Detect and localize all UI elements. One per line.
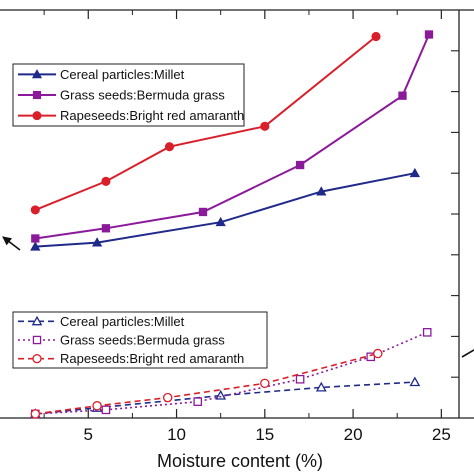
annotation-layer <box>2 236 474 358</box>
legend-label: Cereal particles:Millet <box>60 67 185 82</box>
data-point <box>162 392 173 403</box>
data-point <box>91 237 103 247</box>
legend-marker <box>31 69 43 79</box>
series-0 <box>30 167 421 251</box>
data-point <box>30 409 41 419</box>
data-point <box>260 378 270 389</box>
series-line <box>35 381 415 415</box>
legend-top-left: Cereal particles:Millet Grass seeds:Bermu… <box>12 63 245 127</box>
data-point <box>164 142 175 152</box>
annotation-arrow-left <box>2 236 21 251</box>
x-tick-label: 5 <box>84 425 93 444</box>
legend-label: Rapeseeds:Bright red amaranth <box>60 351 244 366</box>
data-point <box>409 167 421 178</box>
data-point <box>31 234 40 243</box>
x-tick-label: 25 <box>432 425 451 444</box>
data-point <box>101 176 111 186</box>
data-point <box>198 207 208 217</box>
series-5 <box>30 348 383 419</box>
data-point <box>373 348 383 359</box>
legend-label: Grass seeds:Bermuda grass <box>60 333 225 348</box>
data-point <box>295 374 305 384</box>
annotation-arrow-right <box>461 349 474 358</box>
legend-label: Grass seeds:Bermuda grass <box>60 88 225 103</box>
series-line <box>35 331 428 415</box>
x-tick-label: 20 <box>344 425 363 444</box>
x-axis-label: Moisture content (%) <box>157 451 323 471</box>
legend-layer: Cereal particles:Millet Grass seeds:Bermu… <box>12 63 268 369</box>
data-point <box>215 389 227 400</box>
data-point <box>315 381 327 392</box>
data-point <box>424 30 434 39</box>
data-point <box>215 216 226 227</box>
data-point <box>101 405 111 415</box>
series-layer <box>29 30 434 419</box>
series-1 <box>31 30 434 243</box>
series-line <box>35 34 430 240</box>
data-point <box>316 186 327 196</box>
data-point <box>30 205 40 215</box>
data-point <box>30 241 41 251</box>
data-point <box>371 31 381 42</box>
axis-ticks: 5 10 15 20 25 <box>43 10 459 444</box>
data-point <box>260 121 270 131</box>
legend-marker <box>32 335 42 345</box>
data-point <box>295 160 305 170</box>
legend-box <box>12 311 268 369</box>
legend-label: Cereal particles:Millet <box>60 314 185 329</box>
data-point <box>101 224 111 233</box>
legend-marker <box>31 315 43 326</box>
x-tick-label: 15 <box>255 425 274 444</box>
legend-bottom-left: Cereal particles:Millet Grass seeds:Bermu… <box>12 311 268 369</box>
legend-marker <box>32 354 42 364</box>
data-point <box>409 376 421 387</box>
series-2 <box>30 31 381 215</box>
data-point <box>422 328 432 337</box>
x-tick-label: 10 <box>167 425 186 444</box>
data-point <box>92 401 102 411</box>
data-point <box>398 91 407 100</box>
legend-marker <box>32 111 42 121</box>
legend-marker <box>32 90 42 100</box>
data-point <box>193 397 203 406</box>
legend-label: Rapeseeds:Bright red amaranth <box>60 108 244 123</box>
